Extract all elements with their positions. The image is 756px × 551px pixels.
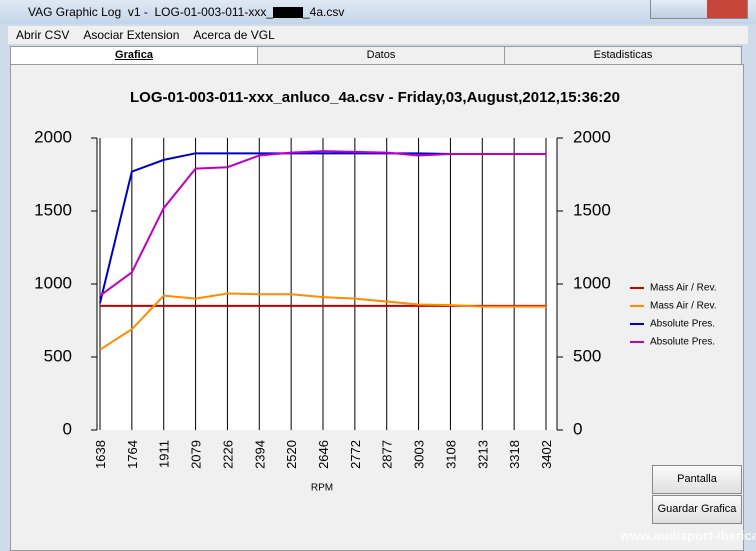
tab[interactable]: Estadisticas [504,46,742,65]
x-tick-label: 3213 [475,440,490,469]
series-line [99,150,546,297]
menu-item[interactable]: Abrir CSV [16,28,70,42]
x-tick-label: 2394 [252,440,267,469]
legend-label: Mass Air / Rev. [650,283,717,294]
y-tick-label: 1000 [34,273,72,292]
y-tick-label: 2000 [34,127,72,146]
y2-tick-label: 2000 [573,127,611,146]
y2-tick-label: 0 [573,419,582,438]
x-tick-label: 1764 [125,440,140,469]
tab-strip: Grafica Datos Estadisticas [10,46,742,65]
title-text: _4a.csv [303,5,345,19]
y2-tick-label: 1000 [573,273,611,292]
tab[interactable]: Grafica [10,46,258,64]
x-tick-label: 3318 [507,440,522,469]
x-tick-label: 2079 [189,440,204,469]
legend-label: Absolute Pres. [650,337,715,348]
menu-item[interactable]: Acerca de VGL [193,28,275,42]
x-tick-label: 1638 [93,440,108,469]
menu-item[interactable]: Asociar Extension [83,28,180,42]
title-bar: VAG Graphic Log v1 - LOG-01-003-011-xxx_… [0,0,756,24]
x-tick-label: 2772 [348,440,363,469]
y2-tick-label: 500 [573,346,601,365]
x-tick-label: 3402 [539,440,554,469]
close-button[interactable] [707,0,747,18]
button[interactable]: Guardar Grafica [652,495,742,524]
y-tick-label: 500 [44,346,72,365]
watermark: www.audisport-iberica.com [619,528,756,543]
legend-label: Mass Air / Rev. [650,301,717,312]
window-title: VAG Graphic Log v1 - LOG-01-003-011-xxx_… [28,5,344,19]
y-tick-label: 0 [63,419,72,438]
x-tick-label: 1911 [157,440,172,468]
series-line [99,292,546,351]
chart-title: LOG-01-003-011-xxx_anluco_4a.csv - Frida… [130,89,620,106]
x-tick-label: 2646 [316,440,331,469]
x-tick-label: 2226 [220,440,235,469]
y-tick-label: 1500 [34,200,72,219]
y2-tick-label: 1500 [573,200,611,219]
x-tick-label: 2520 [284,440,299,469]
redaction [273,7,303,19]
title-text: VAG Graphic Log v1 - LOG-01-003-011-xxx_ [28,5,273,19]
x-axis-label: RPM [311,483,333,494]
legend-label: Absolute Pres. [650,319,715,330]
menu-bar: Abrir CSV Asociar Extension Acerca de VGL [8,26,748,44]
x-tick-label: 3003 [412,440,427,469]
plot-area [97,138,557,430]
window-controls[interactable] [650,0,748,19]
x-tick-label: 3108 [443,440,458,469]
x-tick-label: 2877 [380,440,395,469]
button[interactable]: Pantalla Completa [652,465,742,512]
